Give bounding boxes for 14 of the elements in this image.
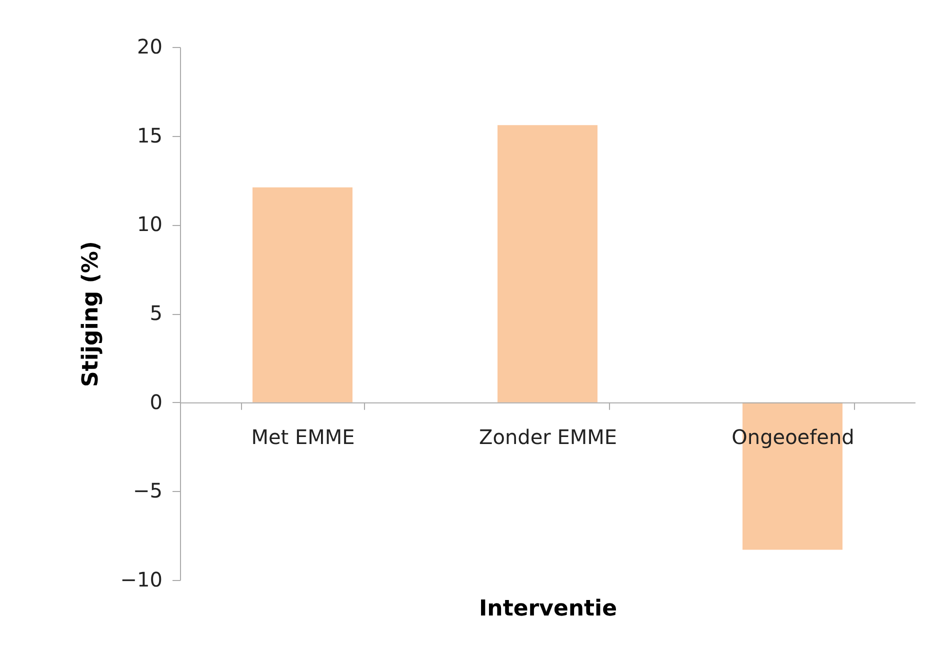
y-tick-label: 0 — [150, 390, 162, 414]
y-tick-label: 15 — [137, 123, 162, 148]
y-tick-label: 10 — [137, 212, 162, 236]
x-tick-label: Met EMME — [251, 424, 355, 449]
y-tick-label: 5 — [150, 301, 162, 325]
bar — [498, 125, 598, 402]
y-tick-label: −5 — [133, 478, 162, 503]
bar — [252, 187, 352, 402]
x-tick-label: Ongeoefend — [732, 424, 854, 449]
x-tick-label: Zonder EMME — [479, 424, 617, 449]
y-tick-label: −10 — [120, 568, 162, 592]
y-axis-title: Stijging (%) — [78, 241, 104, 387]
x-axis-title: Interventie — [478, 596, 618, 622]
y-tick-label: 20 — [137, 34, 162, 58]
